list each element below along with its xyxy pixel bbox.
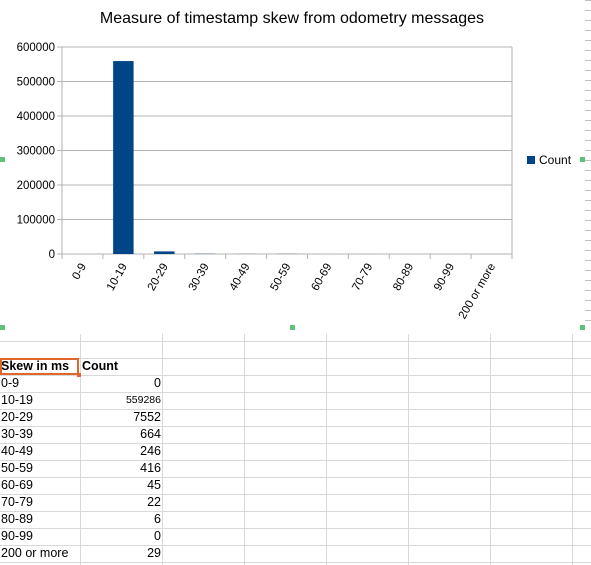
resize-handle[interactable]	[580, 325, 585, 330]
x-tick-label: 10-19	[105, 262, 130, 293]
row-divider	[0, 443, 591, 444]
skew-range-cell[interactable]: 60-69	[1, 478, 33, 492]
header-cell-count[interactable]: Count	[82, 359, 119, 373]
skew-range-cell[interactable]: 30-39	[1, 427, 33, 441]
skew-range-cell[interactable]: 0-9	[1, 376, 20, 390]
legend: Count	[527, 153, 572, 167]
count-cell[interactable]: 664	[140, 427, 161, 441]
count-cell[interactable]: 22	[147, 495, 161, 509]
row-divider	[0, 409, 591, 410]
x-tick-label: 90-99	[432, 262, 457, 293]
resize-handle[interactable]	[0, 157, 5, 162]
skew-range-cell[interactable]: 70-79	[1, 495, 33, 509]
column-divider	[490, 334, 491, 565]
x-tick-label: 60-69	[309, 262, 334, 293]
bars	[113, 61, 502, 255]
active-cell-cursor[interactable]	[0, 358, 79, 375]
column-divider	[408, 334, 409, 565]
count-cell[interactable]: 7552	[133, 410, 161, 424]
row-divider	[0, 426, 591, 427]
fill-handle[interactable]	[77, 373, 81, 377]
legend-label: Count	[539, 153, 572, 167]
header-cell-skew[interactable]: Skew in ms	[1, 359, 70, 373]
row-divider	[0, 477, 591, 478]
chart-frame-edge	[585, 0, 591, 330]
count-cell[interactable]: 45	[147, 478, 161, 492]
chart-title: Measure of timestamp skew from odometry …	[100, 10, 484, 27]
skew-range-cell[interactable]: 40-49	[1, 444, 33, 458]
y-tick-label: 400000	[17, 111, 55, 123]
x-axis: 0-9 10-19 20-29 30-39 40-49 50-59 60-69 70-79 80…	[61, 254, 513, 321]
row-divider	[0, 341, 591, 342]
count-cell[interactable]: 559286	[125, 394, 161, 406]
x-tick-label: 30-39	[187, 262, 212, 293]
skew-range-cell[interactable]: 200 or more	[1, 546, 69, 560]
y-tick-label: 300000	[17, 146, 55, 158]
y-axis: 600000 500000 400000 300000 200000 100000 0	[17, 42, 55, 261]
x-tick-label: 20-29	[146, 262, 171, 293]
skew-range-cell[interactable]: 90-99	[1, 529, 33, 543]
bar-chart: Measure of timestamp skew from odometry …	[17, 10, 572, 321]
spreadsheet-grid[interactable]: Skew in ms Count 0-9 0 10-19 559286 20-29 7552 3…	[0, 324, 591, 565]
row-divider	[0, 392, 591, 393]
row-divider	[0, 562, 591, 563]
row-divider	[0, 511, 591, 512]
x-tick-label: 40-49	[228, 262, 253, 293]
resize-handle[interactable]	[580, 157, 585, 162]
count-cell[interactable]: 246	[140, 444, 161, 458]
column-divider	[244, 334, 245, 565]
y-tick-label: 500000	[17, 77, 55, 89]
column-divider	[80, 334, 81, 565]
y-tick-label: 0	[49, 249, 55, 261]
x-tick-label: 50-59	[268, 262, 293, 293]
skew-range-cell[interactable]: 80-89	[1, 512, 33, 526]
count-cell[interactable]: 6	[154, 512, 161, 526]
x-tick-label: 80-89	[391, 262, 416, 293]
bar	[113, 61, 134, 255]
legend-swatch	[527, 156, 535, 164]
resize-handle[interactable]	[290, 325, 295, 330]
count-cell[interactable]: 29	[147, 546, 161, 560]
column-divider	[572, 334, 573, 565]
x-tick-label: 70-79	[350, 262, 375, 293]
bar	[154, 251, 175, 254]
skew-range-cell[interactable]: 50-59	[1, 461, 33, 475]
resize-handle[interactable]	[0, 325, 5, 330]
y-tick-label: 200000	[17, 180, 55, 192]
skew-range-cell[interactable]: 20-29	[1, 410, 33, 424]
y-tick-label: 100000	[17, 215, 55, 227]
count-cell[interactable]: 416	[140, 461, 161, 475]
row-divider	[0, 528, 591, 529]
skew-range-cell[interactable]: 10-19	[1, 393, 33, 407]
column-divider	[326, 334, 327, 565]
chart-object[interactable]: Measure of timestamp skew from odometry …	[0, 0, 591, 330]
row-divider	[0, 545, 591, 546]
y-tick-label: 600000	[17, 42, 55, 54]
row-divider	[0, 460, 591, 461]
count-cell[interactable]: 0	[154, 376, 161, 390]
x-tick-label: 0-9	[70, 262, 89, 282]
x-tick-label: 200 or more	[457, 261, 498, 321]
count-cell[interactable]: 0	[154, 529, 161, 543]
column-divider	[162, 334, 163, 565]
row-divider	[0, 494, 591, 495]
row-divider	[0, 358, 591, 359]
row-divider	[0, 375, 591, 376]
